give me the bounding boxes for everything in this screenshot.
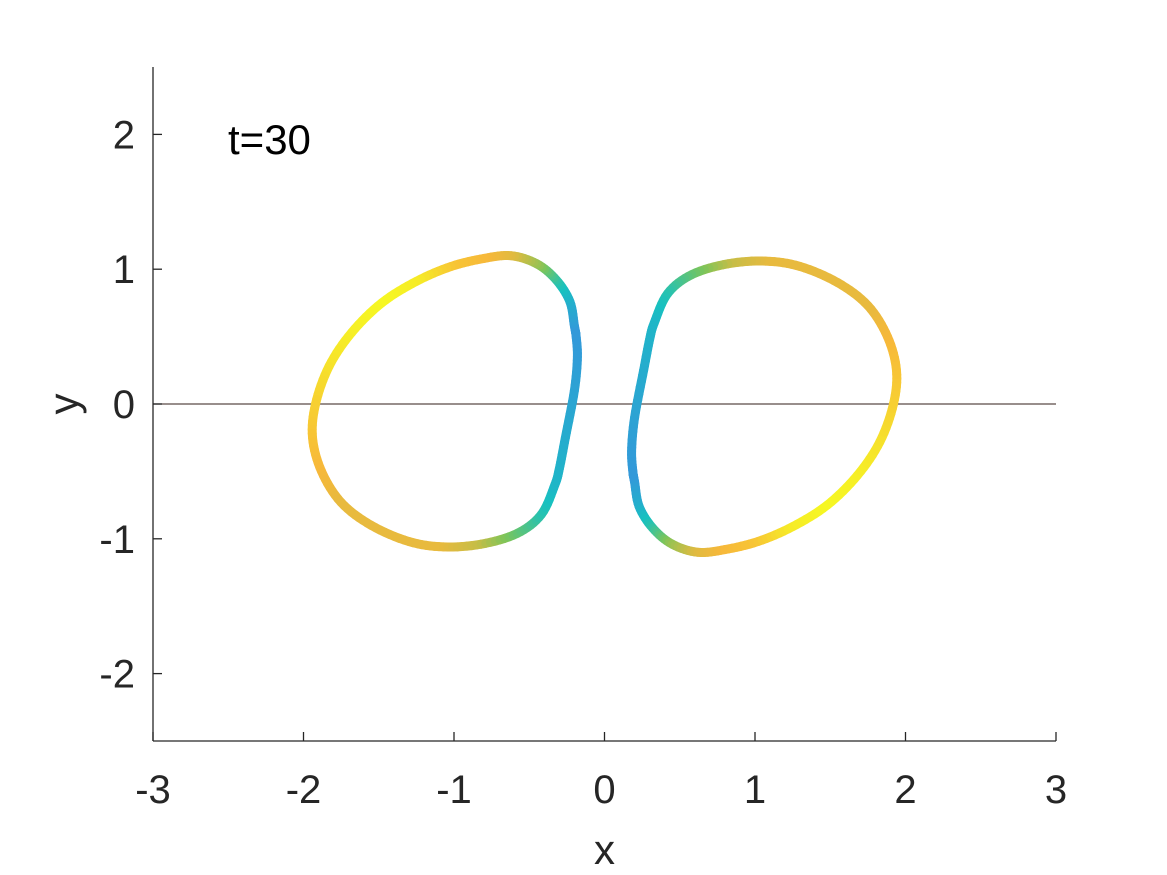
axes (152, 67, 1057, 742)
curve-layer (307, 251, 902, 557)
x-tick-label: -1 (436, 768, 472, 812)
y-tick-label: 1 (113, 248, 135, 292)
x-tick-label: 1 (744, 768, 766, 812)
y-tick-labels: -2 -1 0 1 2 (99, 113, 135, 696)
y-tick-label: -2 (99, 653, 135, 697)
curve-2 (627, 256, 902, 557)
y-tick-label: 0 (113, 383, 135, 427)
x-tick-label: 3 (1045, 768, 1067, 812)
x-tick-label: 2 (894, 768, 916, 812)
x-axis-label: x (594, 826, 615, 873)
y-tick-label: -1 (99, 518, 135, 562)
x-tick-label: 0 (593, 768, 615, 812)
y-tick-label: 2 (113, 113, 135, 157)
x-tick-label: -3 (135, 768, 171, 812)
time-annotation: t=30 (228, 116, 311, 163)
y-axis-label: y (40, 394, 87, 415)
x-tick-label: -2 (286, 768, 322, 812)
curve-1 (307, 251, 582, 552)
x-tick-labels: -3 -2 -1 0 1 2 3 (135, 768, 1067, 812)
